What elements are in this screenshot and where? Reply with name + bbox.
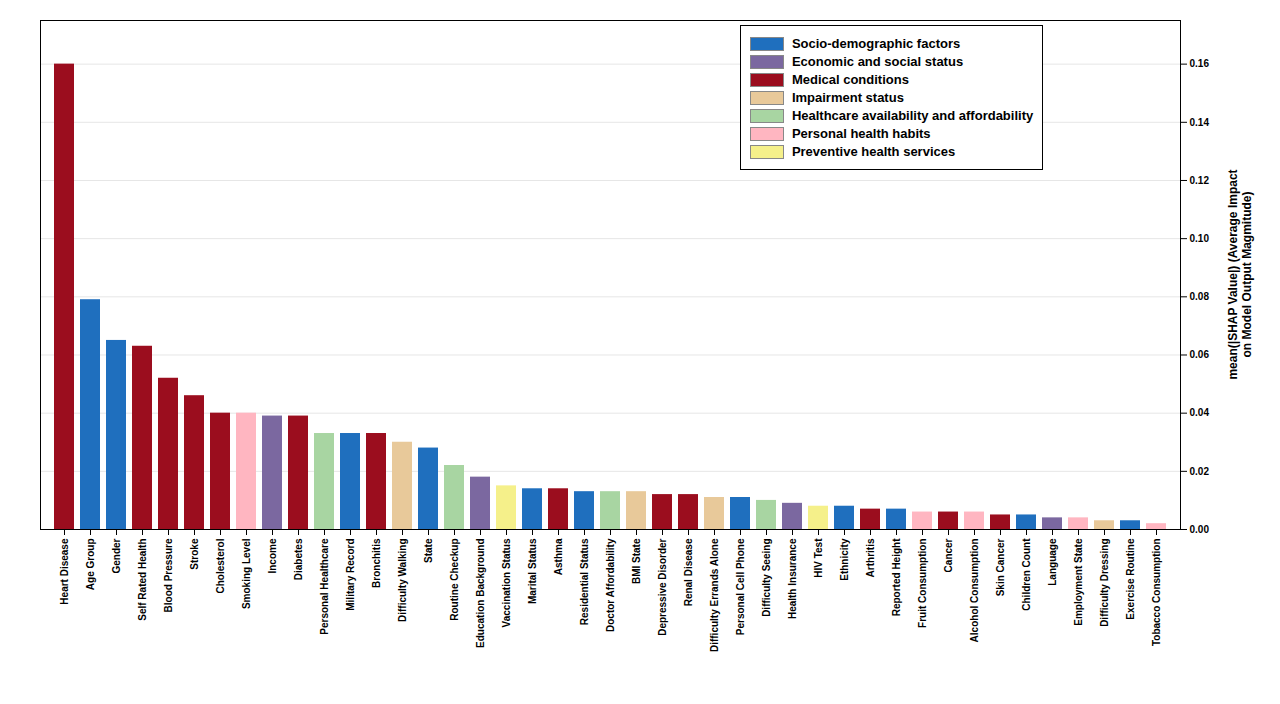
svg-text:Doctor Affordability: Doctor Affordability [605,538,616,632]
svg-text:Ethnicity: Ethnicity [839,538,850,581]
svg-text:0.00: 0.00 [1190,524,1210,535]
html-text:Preventive health services: Preventive health services [791,144,956,160]
svg-text:0.04: 0.04 [1190,407,1210,418]
svg-text:Bronchitis: Bronchitis [371,538,382,588]
svg-text:Residential Status: Residential Status [579,538,590,625]
html-text:Personal health habits: Personal health habits [791,126,931,142]
svg-text:Tobacco Consumption: Tobacco Consumption [1151,539,1162,647]
svg-text:Personal Cell Phone: Personal Cell Phone [735,538,746,635]
svg-text:Stroke: Stroke [189,538,200,570]
svg-text:Language: Language [1047,538,1058,586]
svg-text:Arthritis: Arthritis [865,538,876,577]
svg-text:Self Rated Health: Self Rated Health [137,539,148,621]
svg-text:Diabetes: Diabetes [293,538,304,580]
svg-text:0.10: 0.10 [1190,233,1210,244]
svg-text:Alcohol Consumption: Alcohol Consumption [969,539,980,643]
svg-text:Routine Checkup: Routine Checkup [449,539,460,621]
svg-text:Income: Income [267,538,278,573]
svg-text:Difficulty Walking: Difficulty Walking [397,539,408,623]
html-text:Medical conditions: Medical conditions [791,72,909,88]
svg-text:Cancer: Cancer [943,538,954,572]
svg-text:State: State [423,538,434,563]
svg-text:0.14: 0.14 [1190,117,1210,128]
svg-text:Gender: Gender [111,538,122,573]
html-text:Economic and social status: Economic and social status [791,54,964,70]
svg-text:Fruit Consumption: Fruit Consumption [917,539,928,628]
svg-text:Difficulty Seeing: Difficulty Seeing [761,539,772,617]
svg-text:0.06: 0.06 [1190,349,1210,360]
svg-text:Renal Disease: Renal Disease [683,538,694,606]
svg-text:Cholesterol: Cholesterol [215,538,226,593]
html-text:Healthcare availability and af: Healthcare availability and affordabilit… [791,108,1034,124]
svg-text:Marital Status: Marital Status [527,538,538,604]
svg-text:Skin Cancer: Skin Cancer [995,538,1006,596]
svg-text:Difficulty Errands Alone: Difficulty Errands Alone [709,538,720,652]
svg-text:0.12: 0.12 [1190,175,1210,186]
svg-text:Vaccination Status: Vaccination Status [501,538,512,627]
svg-text:Heart Disease: Heart Disease [59,538,70,605]
html-text:Impairment status: Impairment status [791,90,904,106]
svg-text:Smoking Level: Smoking Level [241,538,252,609]
svg-text:0.16: 0.16 [1190,58,1210,69]
svg-text:Depressive Disorder: Depressive Disorder [657,538,668,635]
svg-text:Difficulty Dressing: Difficulty Dressing [1099,539,1110,627]
svg-text:Education Background: Education Background [475,539,486,648]
svg-text:Children Count: Children Count [1021,538,1032,611]
svg-text:Personal Healthcare: Personal Healthcare [319,538,330,635]
svg-text:Exercise Routine: Exercise Routine [1125,538,1136,620]
svg-text:HIV Test: HIV Test [813,538,824,578]
svg-text:mean(|SHAP Value|) (Average Im: mean(|SHAP Value|) (Average Impacton Mod… [1226,169,1254,379]
svg-text:BMI State: BMI State [631,538,642,584]
svg-text:Age Group: Age Group [85,539,96,591]
svg-text:Health Insurance: Health Insurance [787,538,798,619]
svg-text:Blood Pressure: Blood Pressure [163,538,174,612]
svg-text:Employment State: Employment State [1073,538,1084,626]
svg-text:Reported Height: Reported Height [891,538,902,616]
svg-text:Asthma: Asthma [553,538,564,575]
svg-text:0.08: 0.08 [1190,291,1210,302]
svg-text:Military Record: Military Record [345,539,356,611]
html-text:Socio-demographic factors: Socio-demographic factors [791,36,961,52]
svg-text:0.02: 0.02 [1190,466,1210,477]
